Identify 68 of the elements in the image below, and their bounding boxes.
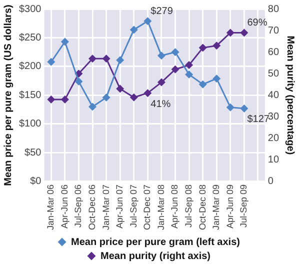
data-label: $127: [247, 114, 270, 126]
point: [198, 44, 207, 52]
point: [240, 28, 248, 37]
point: [144, 17, 152, 26]
point: [47, 96, 56, 104]
point: [74, 77, 83, 86]
point: [144, 89, 152, 98]
point: [88, 54, 97, 63]
x-tick-label: Jan-Mar 06: [46, 184, 56, 230]
y2-tick-label: 70: [268, 25, 280, 36]
point: [171, 48, 180, 56]
data-label: $279: [150, 6, 174, 17]
data-label: 69%: [247, 17, 268, 28]
point: [226, 28, 234, 37]
y2-axis-title: Mean purity (percentage): [284, 36, 296, 155]
x-tick-label: Apr-Jun 06: [59, 184, 70, 229]
y2-tick-label: 0: [268, 176, 274, 188]
point: [60, 96, 69, 104]
x-tick-label: Jul-Sep 09: [238, 184, 249, 228]
y2-tick-label: 40: [268, 90, 280, 101]
x-tick-label: Jan-Mar 08: [156, 184, 166, 230]
y2-tick-label: 80: [268, 4, 280, 15]
x-tick-label: Jul-Sep 07: [128, 184, 138, 228]
point: [240, 104, 248, 112]
y-tick-label: $0: [30, 176, 42, 188]
x-tick-label: Apr-Jun 09: [224, 184, 235, 229]
y-tick-label: $50: [24, 147, 42, 158]
point: [212, 74, 221, 83]
y2-tick-label: 60: [268, 46, 280, 58]
point: [116, 56, 124, 64]
y-tick-label: $200: [18, 61, 42, 72]
y-tick-label: $250: [18, 32, 42, 44]
point: [157, 78, 166, 86]
x-tick-label: Oct-Dec 08: [197, 184, 208, 230]
x-tick-label: Oct-Dec 06: [86, 184, 97, 230]
point: [130, 93, 138, 102]
y2-tick-label: 10: [268, 154, 280, 166]
point: [116, 84, 124, 93]
point: [226, 103, 234, 112]
y2-tick-label: 20: [268, 133, 280, 144]
y-tick-label: $300: [18, 4, 42, 15]
x-tick-label: Oct-Dec 07: [142, 184, 152, 230]
y-tick-label: $100: [18, 118, 42, 130]
x-tick-label: Apr-Jun 07: [114, 184, 125, 229]
y-tick-label: $150: [18, 90, 42, 101]
y-axis-title: Mean price per pure gram (US dollars): [2, 4, 14, 186]
point: [212, 42, 221, 50]
point: [171, 65, 180, 74]
point: [185, 61, 194, 70]
data-label: 41%: [150, 98, 171, 110]
point: [60, 38, 69, 46]
legend-label: Mean price per pure gram (left axis): [71, 236, 240, 248]
y2-tick-label: 30: [268, 112, 280, 123]
point: [47, 58, 56, 66]
point: [185, 70, 194, 79]
point: [198, 80, 207, 88]
point: [88, 102, 97, 111]
x-tick-label: Jul-Sep 08: [184, 184, 194, 228]
x-tick-label: Apr-Jun 08: [170, 184, 180, 229]
point: [102, 94, 110, 102]
legend-label: Mean purity (right axis): [100, 250, 211, 262]
x-tick-label: Jan-Mar 09: [211, 184, 222, 230]
point: [130, 26, 138, 34]
y2-tick-label: 50: [268, 68, 280, 80]
point: [157, 52, 166, 60]
x-tick-label: Jan-Mar 07: [100, 184, 111, 230]
point: [102, 54, 110, 63]
x-tick-label: Jul-Sep 06: [73, 184, 84, 228]
